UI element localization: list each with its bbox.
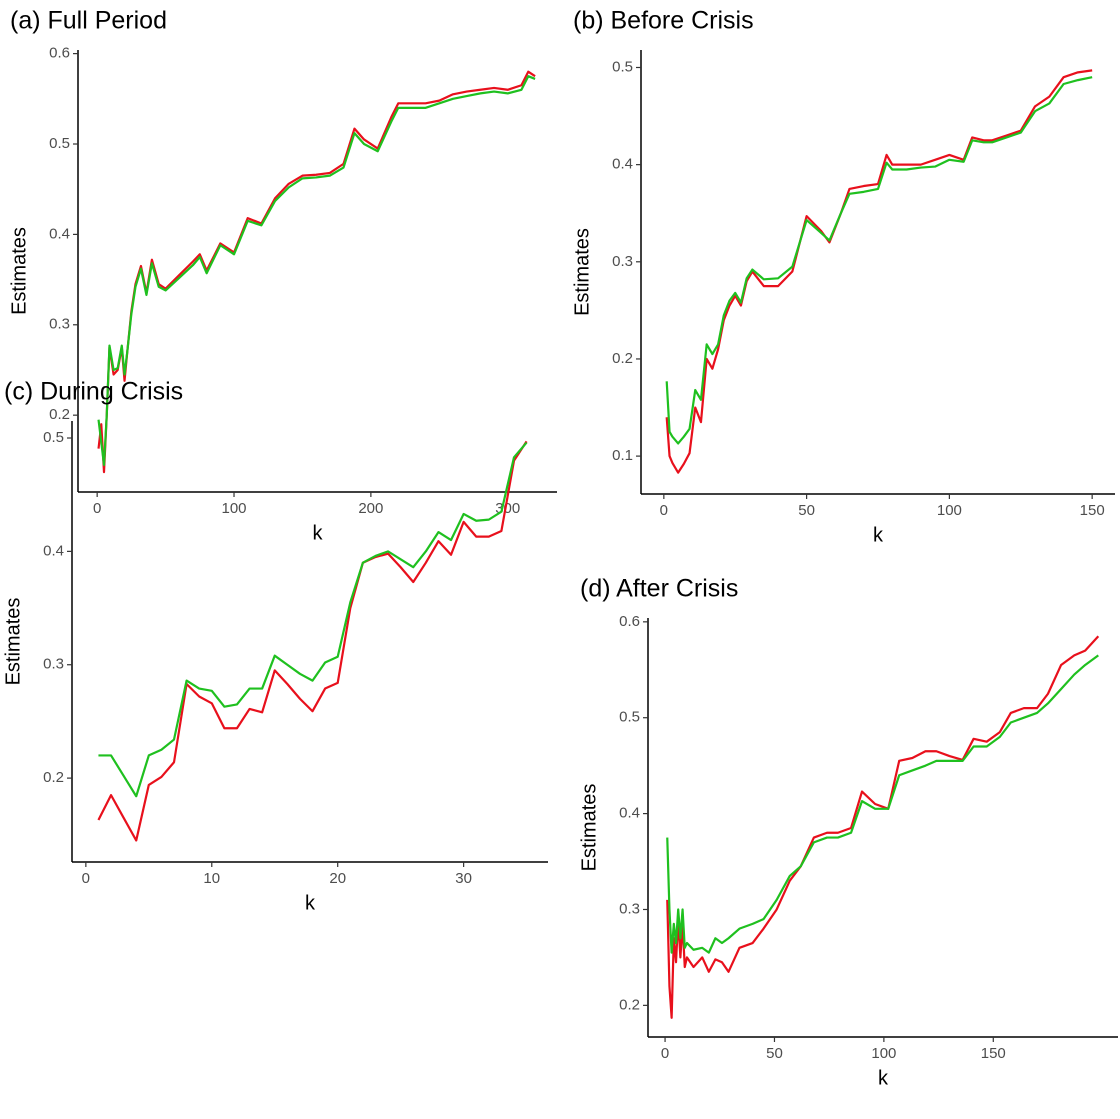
y-axis-title: Estimates: [8, 227, 30, 315]
y-tick-label: 0.3: [619, 900, 640, 917]
series-line: [98, 441, 528, 798]
y-tick-label: 0.6: [619, 613, 640, 630]
x-axis-title: k: [305, 892, 316, 914]
series-line: [97, 440, 528, 842]
y-tick-label: 0.3: [49, 316, 70, 333]
series-line: [97, 75, 536, 466]
y-tick-label: 0.2: [43, 769, 64, 786]
y-tick-label: 0.3: [43, 656, 64, 673]
x-tick-label: 10: [203, 870, 220, 887]
x-tick-label: 0: [661, 1045, 669, 1062]
x-axis-title: k: [878, 1067, 889, 1089]
series-line: [666, 654, 1099, 954]
y-tick-label: 0.5: [49, 135, 70, 152]
x-tick-label: 0: [660, 502, 668, 519]
panel-title: (a) Full Period: [10, 7, 167, 35]
x-tick-label: 100: [222, 500, 247, 517]
series-line: [665, 76, 1093, 445]
x-tick-label: 0: [82, 870, 90, 887]
y-tick-label: 0.4: [619, 805, 640, 822]
y-tick-label: 0.5: [43, 429, 64, 446]
y-tick-label: 0.1: [612, 447, 633, 464]
y-axis-title: Estimates: [2, 598, 24, 686]
x-tick-label: 20: [329, 870, 346, 887]
y-tick-label: 0.5: [612, 58, 633, 75]
y-tick-label: 0.2: [612, 350, 633, 367]
series-line: [97, 70, 536, 474]
y-axis-title: Estimates: [578, 784, 600, 872]
x-tick-label: 200: [358, 500, 383, 517]
y-axis-title: Estimates: [571, 228, 593, 316]
panel-title: (b) Before Crisis: [573, 7, 754, 35]
x-tick-label: 50: [798, 502, 815, 519]
series-line: [665, 69, 1093, 474]
y-tick-label: 0.2: [49, 406, 70, 423]
x-tick-label: 150: [1080, 502, 1105, 519]
x-tick-label: 150: [981, 1045, 1006, 1062]
x-axis-title: k: [313, 522, 324, 544]
x-tick-label: 50: [766, 1045, 783, 1062]
y-tick-label: 0.6: [49, 45, 70, 62]
y-tick-label: 0.4: [43, 542, 64, 559]
x-tick-label: 0: [93, 500, 101, 517]
y-tick-label: 0.2: [619, 996, 640, 1013]
panel-title: (c) During Crisis: [4, 378, 183, 406]
series-line: [666, 635, 1100, 1019]
y-tick-label: 0.3: [612, 253, 633, 270]
x-tick-label: 30: [455, 870, 472, 887]
y-tick-label: 0.5: [619, 709, 640, 726]
x-axis-title: k: [873, 524, 884, 546]
x-tick-label: 100: [937, 502, 962, 519]
x-tick-label: 100: [871, 1045, 896, 1062]
panel-title: (d) After Crisis: [580, 575, 738, 603]
y-tick-label: 0.4: [612, 156, 633, 173]
y-tick-label: 0.4: [49, 225, 70, 242]
